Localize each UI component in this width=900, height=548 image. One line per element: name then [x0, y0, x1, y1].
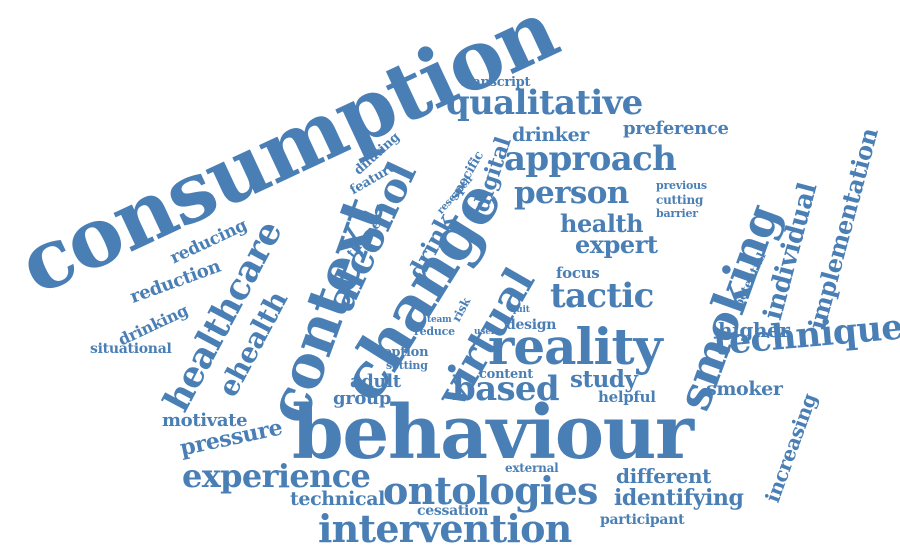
word: preference	[623, 118, 729, 139]
word: content	[479, 367, 533, 382]
word: user	[474, 327, 496, 337]
word: identifying	[614, 485, 744, 511]
word: transcript	[460, 75, 531, 90]
word: option	[383, 345, 429, 360]
word: qualitative	[446, 83, 643, 123]
word: quit	[510, 305, 530, 315]
word: focus	[556, 264, 600, 282]
word: setting	[386, 359, 428, 372]
word: expert	[575, 230, 658, 259]
word: based	[452, 369, 560, 409]
word: implementation	[802, 124, 884, 333]
word: technical	[290, 488, 385, 510]
word: previous	[656, 179, 707, 192]
word: team	[427, 315, 452, 325]
word: motivate	[162, 410, 248, 431]
word: smoker	[706, 378, 783, 400]
word: health	[560, 209, 644, 238]
word: higher	[718, 318, 790, 342]
word: study	[570, 366, 638, 393]
word: drinker	[512, 124, 589, 146]
word: intervention	[318, 506, 572, 548]
word: ontologies	[383, 468, 598, 513]
word: experience	[182, 457, 371, 495]
word: reality	[488, 317, 663, 376]
word: approach	[504, 139, 677, 179]
word: external	[505, 461, 559, 475]
word: design	[506, 317, 557, 333]
word: adult	[350, 371, 401, 392]
word: helpful	[598, 388, 656, 406]
word: different	[616, 464, 711, 488]
word: group	[333, 388, 391, 409]
word: reduce	[414, 325, 455, 338]
word: participant	[600, 512, 685, 528]
word: cutting	[656, 193, 704, 207]
word: cessation	[417, 503, 489, 519]
word: barrier	[656, 207, 698, 220]
word: increasing	[760, 390, 822, 506]
word: situational	[90, 341, 172, 357]
word: behaviour	[292, 390, 694, 476]
word: tactic	[550, 276, 654, 316]
word: person	[514, 175, 629, 211]
